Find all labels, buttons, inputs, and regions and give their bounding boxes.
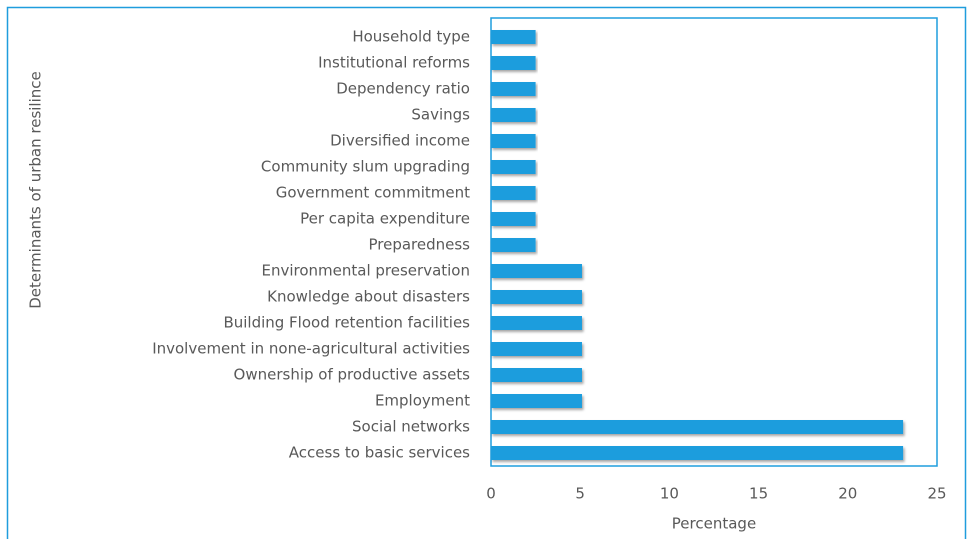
x-tick-label: 15 [749, 485, 768, 503]
bar [491, 186, 536, 200]
bar [491, 238, 536, 252]
y-tick-label: Environmental preservation [261, 262, 470, 280]
bar [491, 394, 582, 408]
y-tick-label: Access to basic services [289, 444, 470, 462]
chart-frame [6, 6, 967, 539]
x-tick-label: 0 [486, 485, 496, 503]
y-tick-label: Ownership of productive assets [234, 366, 471, 384]
bar [491, 368, 582, 382]
bar [491, 420, 904, 434]
y-tick-label: Social networks [352, 418, 470, 436]
bar [491, 56, 536, 70]
y-tick-label: Knowledge about disasters [267, 288, 470, 306]
bar [491, 290, 582, 304]
x-axis-title: Percentage [672, 515, 756, 533]
bar [491, 342, 582, 356]
bar [491, 108, 536, 122]
y-tick-label: Employment [375, 392, 470, 410]
x-tick-label: 20 [838, 485, 857, 503]
y-axis-title: Determinants of urban resilince [27, 71, 45, 309]
y-tick-label: Diversified income [330, 132, 470, 150]
bar [491, 30, 536, 44]
y-tick-label: Household type [352, 28, 470, 46]
bar [491, 160, 536, 174]
bar [491, 264, 582, 278]
bar [491, 446, 904, 460]
y-tick-label: Building Flood retention facilities [223, 314, 470, 332]
y-tick-label: Dependency ratio [336, 80, 470, 98]
y-tick-label: Institutional reforms [318, 54, 470, 72]
y-tick-label: Preparedness [368, 236, 470, 254]
bar [491, 134, 536, 148]
x-tick-label: 10 [660, 485, 679, 503]
y-tick-label: Government commitment [276, 184, 470, 202]
y-tick-label: Involvement in none-agricultural activit… [152, 340, 470, 358]
x-tick-label: 5 [575, 485, 585, 503]
bar [491, 316, 582, 330]
x-tick-label: 25 [927, 485, 946, 503]
bar [491, 212, 536, 226]
bar [491, 82, 536, 96]
y-tick-label: Community slum upgrading [261, 158, 470, 176]
y-tick-label: Savings [411, 106, 470, 124]
y-tick-label: Per capita expenditure [300, 210, 470, 228]
